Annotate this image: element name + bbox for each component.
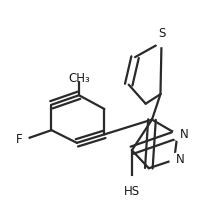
Circle shape	[170, 153, 183, 166]
Text: F: F	[16, 133, 23, 146]
Circle shape	[155, 34, 168, 47]
Circle shape	[123, 177, 140, 194]
Text: S: S	[158, 27, 165, 40]
Text: CH₃: CH₃	[68, 72, 90, 85]
Circle shape	[18, 134, 28, 145]
Text: N: N	[176, 153, 185, 166]
Circle shape	[173, 128, 186, 141]
Text: N: N	[180, 128, 188, 141]
Circle shape	[71, 63, 88, 80]
Text: HS: HS	[124, 185, 140, 198]
